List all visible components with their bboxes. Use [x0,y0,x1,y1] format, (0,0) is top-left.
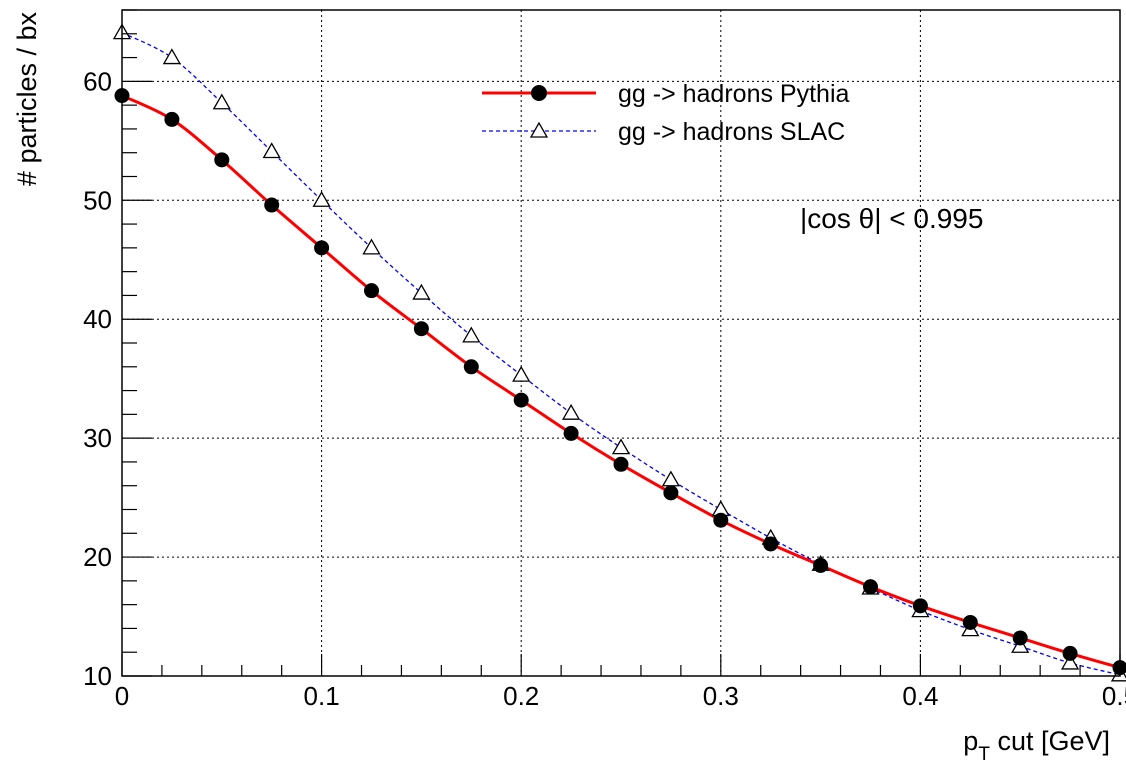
y-tick-label: 20 [83,542,112,572]
data-point [763,536,779,552]
data-point [212,93,231,110]
x-tick-label: 0.4 [902,681,938,711]
data-point [264,197,280,213]
data-point [463,359,479,375]
data-point [362,238,381,255]
series-points-pythia [114,88,1126,676]
data-point [1060,653,1080,670]
legend: gg -> hadrons Pythia gg -> hadrons SLAC [482,80,849,146]
data-point [512,365,531,382]
axis-ticks [121,9,1121,677]
data-point [513,392,529,408]
data-point [162,48,182,65]
data-point [412,283,431,300]
y-axis-title: # particles / bx [12,12,42,187]
data-point [912,598,928,614]
y-tick-label: 30 [83,423,112,453]
x-axis-title-main: p [963,726,978,756]
x-tick-label: 0.1 [304,681,340,711]
data-point [611,438,631,455]
x-tick-label: 0.3 [703,681,739,711]
data-point [364,283,379,299]
data-point [563,425,579,441]
data-point [863,579,878,595]
x-tick-label: 0 [115,681,129,711]
y-tick-label: 60 [83,66,112,96]
x-axis-title: pT cut [GeV] [963,726,1110,765]
series-line-slac [121,32,1121,676]
data-point [312,190,331,207]
data-point [561,403,581,420]
grid [122,10,1120,676]
data-point [962,614,978,630]
legend-label: gg -> hadrons Pythia [618,80,849,108]
data-point [1062,645,1078,661]
data-point [613,456,629,472]
data-point [314,240,330,256]
y-tick-label: 50 [83,185,112,215]
y-tick-label: 10 [83,661,112,691]
data-point [462,326,481,343]
x-axis-title-subscript: T [978,744,990,765]
x-axis-title-rest: cut [GeV] [990,726,1110,756]
cut-annotation: |cos θ| < 0.995 [800,203,983,234]
tick-labels: 0 0.1 0.2 0.3 0.4 0.5 10 20 30 40 50 60 [83,66,1126,711]
data-point [663,485,679,501]
data-point [262,142,281,159]
data-point [813,557,829,573]
data-point [1012,630,1028,646]
series-points [112,23,1126,682]
data-point [713,512,729,528]
legend-marker [529,121,549,138]
y-tick-label: 40 [83,304,112,334]
data-point [164,111,180,127]
data-point [413,321,429,337]
data-point [214,152,230,168]
x-tick-label: 0.2 [503,681,539,711]
legend-marker [531,85,547,101]
legend-label: gg -> hadrons SLAC [618,118,845,146]
x-tick-label: 0.5 [1102,681,1126,711]
